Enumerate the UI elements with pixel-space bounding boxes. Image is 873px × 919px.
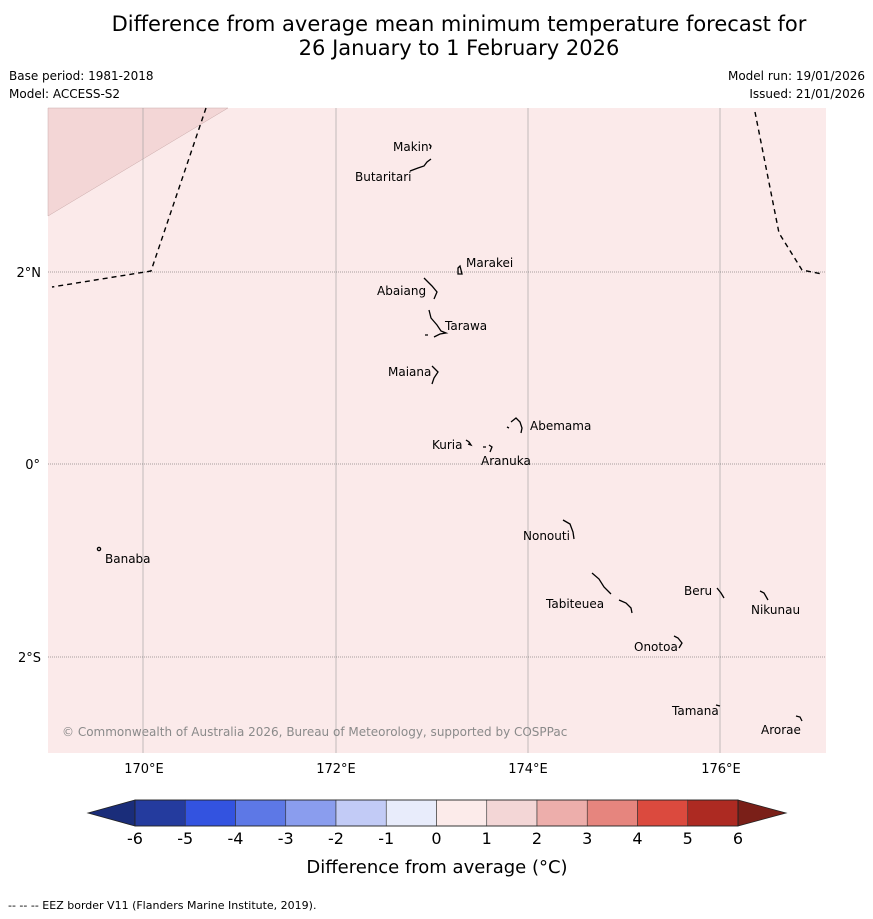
label-butaritari: Butaritari <box>355 170 412 184</box>
island-tamana <box>715 704 721 707</box>
colorbar-tick-label: -2 <box>328 829 344 848</box>
lat-label-2s: 2°S <box>18 651 41 666</box>
lon-label-176e: 176°E <box>701 762 741 777</box>
island-maiana <box>431 365 439 385</box>
eez-footnote: -- -- -- EEZ border V11 (Flanders Marine… <box>8 899 317 912</box>
colorbar-tick-label: -1 <box>378 829 394 848</box>
label-marakei: Marakei <box>466 256 513 270</box>
colorbar-segment <box>536 799 588 827</box>
label-beru: Beru <box>684 584 712 598</box>
warm-anomaly-region <box>47 107 229 217</box>
colorbar-segment <box>586 799 638 827</box>
colorbar-segment <box>486 799 538 827</box>
eez-borders <box>51 107 823 288</box>
base-period: Base period: 1981-2018 <box>9 69 154 83</box>
label-abaiang: Abaiang <box>377 284 426 298</box>
lat-label-2n: 2°N <box>17 266 42 281</box>
colorbar-segment <box>134 799 186 827</box>
colorbar-tick-label: 2 <box>532 829 542 848</box>
title-line-2: 26 January to 1 February 2026 <box>298 36 620 60</box>
island-beru <box>716 587 725 599</box>
colorbar-under-extend <box>86 799 136 827</box>
label-makin: Makin <box>393 140 429 154</box>
lon-label-174e: 174°E <box>508 762 548 777</box>
colorbar-segment <box>436 799 488 827</box>
island-nikunau <box>759 590 769 601</box>
colorbar-tick-label: -3 <box>278 829 294 848</box>
colorbar-tick-label: -6 <box>127 829 143 848</box>
eez-border-west <box>51 107 207 288</box>
colorbar-tick-label: 5 <box>683 829 693 848</box>
label-arorae: Arorae <box>761 723 801 737</box>
colorbar-segment <box>235 799 287 827</box>
label-tarawa: Tarawa <box>444 319 487 333</box>
island-makin <box>428 143 432 150</box>
colorbar-segment <box>637 799 689 827</box>
colorbar-segment <box>385 799 437 827</box>
label-kuria: Kuria <box>432 438 463 452</box>
label-nonouti: Nonouti <box>523 529 570 543</box>
colorbar-over-extend <box>737 799 788 827</box>
latitude-labels: 2°N 0° 2°S <box>17 266 42 666</box>
island-kuria <box>465 439 473 447</box>
island-marakei <box>457 264 463 275</box>
colorbar-tick-label: 0 <box>431 829 441 848</box>
gridlines <box>142 108 721 753</box>
colorbar-tick-label: -5 <box>177 829 193 848</box>
copyright-notice: © Commonwealth of Australia 2026, Bureau… <box>62 725 567 739</box>
island-arorae <box>795 715 803 722</box>
label-tamana: Tamana <box>671 704 719 718</box>
island-butaritari <box>409 158 432 172</box>
label-banaba: Banaba <box>105 552 151 566</box>
island-aranuka <box>483 444 493 453</box>
colorbar-tick-label: -4 <box>228 829 244 848</box>
colorbar-segment <box>335 799 387 827</box>
place-labels: Makin Butaritari Marakei Abaiang Tarawa … <box>105 140 801 737</box>
colorbar-label: Difference from average (°C) <box>306 857 567 878</box>
colorbar-tick-labels: -6 -5 -4 -3 -2 -1 0 1 2 3 4 5 6 <box>127 829 743 848</box>
colorbar-frame <box>134 799 739 827</box>
label-nikunau: Nikunau <box>751 603 800 617</box>
label-maiana: Maiana <box>388 365 431 379</box>
island-abemama <box>506 417 523 434</box>
colorbar-segment <box>285 799 337 827</box>
lat-label-equator: 0° <box>25 458 40 473</box>
eez-border-east <box>754 111 823 275</box>
island-banaba <box>96 546 102 552</box>
longitude-labels: 170°E 172°E 174°E 176°E <box>124 762 741 777</box>
map-background <box>48 108 826 753</box>
meta-right: Model run: 19/01/2026 Issued: 21/01/2026 <box>728 67 865 103</box>
island-tarawa <box>425 309 449 338</box>
label-onotoa: Onotoa <box>634 640 678 654</box>
island-nonouti <box>562 519 575 540</box>
label-abemama: Abemama <box>530 419 591 433</box>
title-line-1: Difference from average mean minimum tem… <box>111 12 807 36</box>
island-onotoa <box>673 635 683 649</box>
colorbar-tick-label: 4 <box>632 829 642 848</box>
map-title: Difference from average mean minimum tem… <box>0 12 873 60</box>
colorbar-tick-label: 3 <box>582 829 592 848</box>
map-panel: Makin Butaritari Marakei Abaiang Tarawa … <box>47 107 826 753</box>
colorbar-segment <box>184 799 236 827</box>
model-run: Model run: 19/01/2026 <box>727 69 865 83</box>
issued-date: Issued: 21/01/2026 <box>749 87 865 101</box>
latitude-lines <box>48 271 826 658</box>
model-name: Model: ACCESS-S2 <box>9 87 121 101</box>
colorbar-tick-label: 6 <box>733 829 743 848</box>
lon-label-170e: 170°E <box>124 762 164 777</box>
islands <box>96 143 803 722</box>
colorbar-tick-label: 1 <box>482 829 492 848</box>
label-aranuka: Aranuka <box>481 454 531 468</box>
island-tabiteuea <box>591 572 633 614</box>
meta-left: Base period: 1981-2018 Model: ACCESS-S2 <box>9 67 154 103</box>
island-abaiang <box>423 277 438 300</box>
label-tabiteuea: Tabiteuea <box>545 597 604 611</box>
colorbar-segments <box>134 799 739 827</box>
lon-label-172e: 172°E <box>316 762 356 777</box>
colorbar: -6 -5 -4 -3 -2 -1 0 1 2 3 4 5 6 Difference from aver… <box>86 799 788 878</box>
colorbar-segment <box>687 799 739 827</box>
